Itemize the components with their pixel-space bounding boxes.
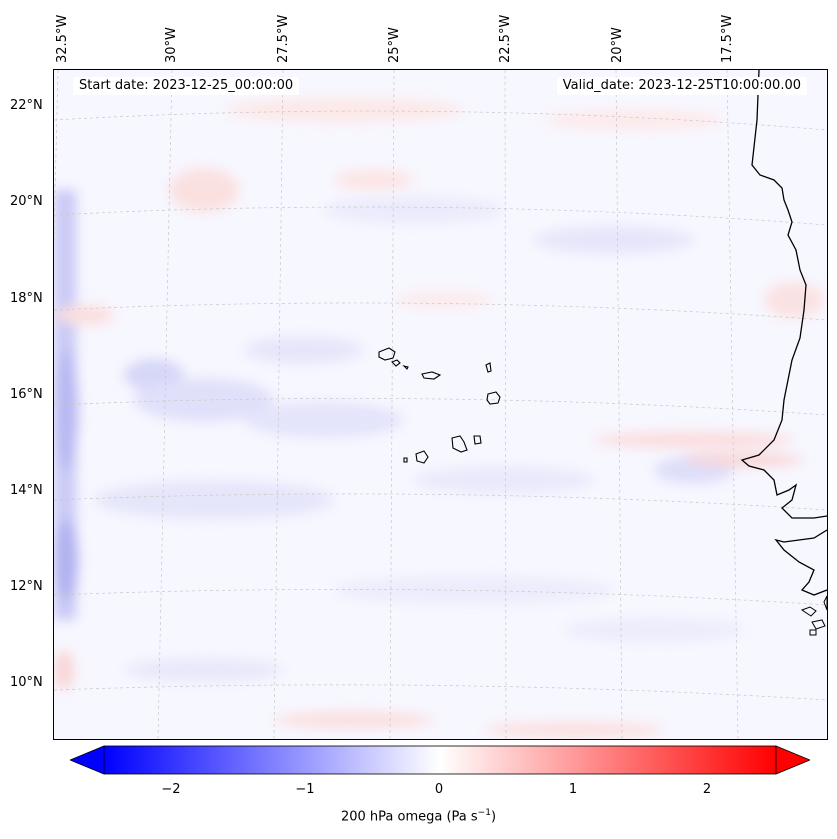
- graticule: [54, 70, 827, 739]
- lon-label-20w: 20°W: [610, 27, 625, 63]
- lat-label-12n: 12°N: [10, 579, 43, 594]
- colorbar-tick: 2: [702, 782, 712, 797]
- valid-date-label: Valid_date: 2023-12-25T10:00:00.00: [556, 77, 807, 95]
- colorbar-extend-low: [68, 745, 105, 775]
- map-panel[interactable]: [53, 69, 828, 740]
- lat-label-10n: 10°N: [10, 675, 43, 690]
- omega-positive-patches: [54, 98, 824, 738]
- colorbar-label: 200 hPa omega (Pa s−1): [340, 808, 497, 825]
- lat-label-20n: 20°N: [10, 194, 43, 209]
- colorbar: [68, 745, 812, 775]
- lon-label-32-5w: 32.5°W: [55, 14, 70, 63]
- lon-label-30w: 30°W: [164, 27, 179, 63]
- bijagos-islands: [800, 595, 827, 636]
- africa-coastline: [740, 70, 827, 519]
- africa-coastline-south: [774, 529, 827, 596]
- lat-label-16n: 16°N: [10, 387, 43, 402]
- cape-verde-islands: [378, 347, 501, 464]
- colorbar-tick: 1: [568, 782, 578, 797]
- start-date-label: Start date: 2023-12-25_00:00:00: [73, 77, 300, 95]
- lon-label-27-5w: 27.5°W: [276, 14, 291, 63]
- lat-label-14n: 14°N: [10, 483, 43, 498]
- lat-label-22n: 22°N: [10, 98, 43, 113]
- colorbar-tick: −1: [295, 782, 315, 797]
- lat-label-18n: 18°N: [10, 291, 43, 306]
- lon-label-25w: 25°W: [387, 27, 402, 63]
- lon-label-17-5w: 17.5°W: [720, 14, 735, 63]
- colorbar-tick: −2: [161, 782, 181, 797]
- omega-field-map: [54, 70, 827, 739]
- colorbar-gradient: [68, 745, 812, 775]
- colorbar-body: [103, 745, 777, 775]
- colorbar-tick: 0: [434, 782, 444, 797]
- colorbar-extend-high: [775, 745, 812, 775]
- omega-negative-patches: [54, 190, 744, 682]
- lon-label-22-5w: 22.5°W: [498, 14, 513, 63]
